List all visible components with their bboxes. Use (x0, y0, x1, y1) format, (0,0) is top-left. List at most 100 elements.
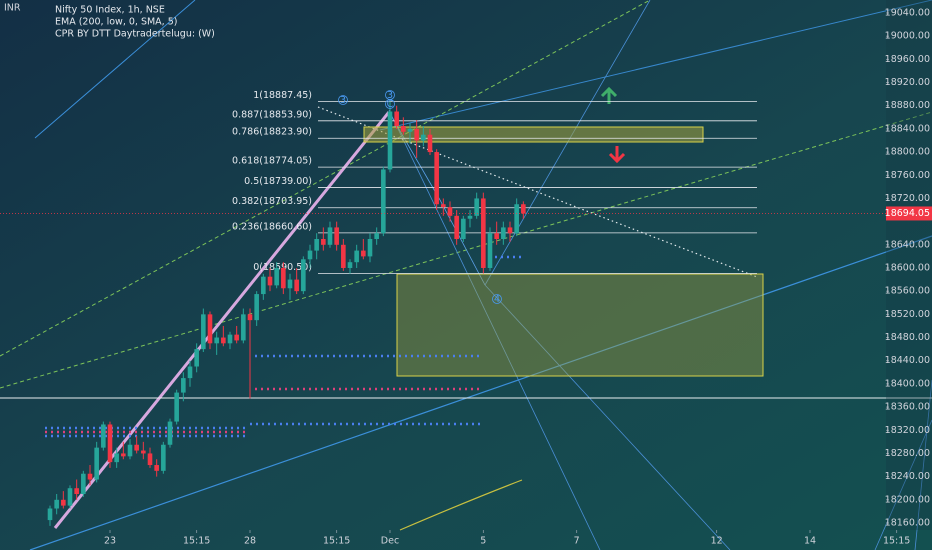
down-arrow (608, 146, 626, 164)
candle-body (341, 244, 346, 268)
candle-body (94, 447, 99, 480)
candle-body (354, 250, 359, 263)
candle-body (87, 473, 93, 480)
indicator-label: EMA (200, low, 0, SMA, 5) (55, 17, 177, 28)
candle-body (481, 198, 486, 268)
dashed-line (0, 0, 651, 357)
candle-body (114, 453, 119, 463)
candle-body (367, 239, 373, 257)
candle-body (74, 488, 79, 495)
y-tick-label: 18800.00 (885, 147, 930, 158)
y-tick-label: 18840.00 (885, 123, 930, 134)
candle-body (521, 204, 526, 214)
x-tick-label: 12 (711, 536, 723, 547)
candle-body (487, 233, 493, 268)
y-tick-label: 18960.00 (885, 54, 930, 65)
candle-body (474, 198, 479, 216)
candle-body (61, 499, 66, 506)
wave-label: 4 (494, 294, 500, 305)
zone (396, 273, 764, 377)
candle-body (394, 111, 399, 126)
candle-body (461, 218, 466, 240)
y-tick-label: 18640.00 (885, 239, 930, 250)
y-tick-label: 18400.00 (885, 378, 930, 389)
channel-line (379, 0, 932, 131)
price-badge-label: 18694.05 (885, 208, 930, 219)
y-tick-label: 18160.00 (885, 517, 930, 528)
fib-label: 0.382(18703.95) (232, 196, 312, 207)
candle-body (201, 314, 206, 350)
candle-body (441, 204, 446, 208)
candle-body (101, 424, 106, 448)
channel-line (34, 0, 196, 139)
candle-body (181, 378, 186, 393)
candle-body (134, 444, 139, 451)
x-tick-label: 28 (244, 536, 256, 547)
candle-body (307, 250, 313, 260)
candle-body (494, 233, 499, 240)
y-tick-label: 18720.00 (885, 193, 930, 204)
y-tick-label: 18280.00 (885, 448, 930, 459)
wave-badge (338, 95, 348, 105)
ray-line (484, 284, 731, 550)
candle-body (161, 444, 166, 471)
wave-badge (492, 294, 502, 304)
x-tick-label: 15:15 (883, 536, 910, 547)
candle-body (347, 262, 353, 268)
ray-line (388, 109, 601, 550)
candle-body (54, 499, 59, 509)
fib-label: 0.236(18660.60) (232, 221, 312, 232)
y-tick-label: 18440.00 (885, 355, 930, 366)
candle-body (254, 294, 259, 321)
candle-body (421, 134, 426, 141)
x-tick-label: 14 (804, 536, 816, 547)
candle-body (267, 276, 273, 286)
fib-label: 0(18590.50) (253, 262, 312, 273)
y-tick-label: 19040.00 (885, 7, 930, 18)
trend-line (317, 106, 758, 278)
candle-body (514, 204, 519, 234)
candle-body (374, 233, 379, 240)
candle-body (381, 169, 386, 234)
candle-body (321, 239, 326, 245)
indicator-label: CPR BY DTT Daytradertelugu: (W) (55, 29, 215, 40)
y-tick-label: 18520.00 (885, 309, 930, 320)
marks: 1(18887.45) 0.887(18853.90) 0.786(18823.90… (47, 90, 757, 526)
candle-body (141, 450, 146, 454)
candle-body (407, 128, 413, 132)
y-tick-label: 18920.00 (885, 77, 930, 88)
y-tick-label: 18760.00 (885, 170, 930, 181)
candle-body (167, 421, 173, 445)
candle-body (314, 239, 319, 251)
x-tick-label: Dec (381, 536, 399, 547)
axis-currency: INR (4, 3, 21, 14)
candle-body (387, 111, 393, 170)
y-tick-label: 18600.00 (885, 262, 930, 273)
y-tick-label: 18320.00 (885, 425, 930, 436)
wave-label: 3 (387, 90, 393, 101)
wave-label: 3 (340, 95, 346, 106)
candle-body (261, 276, 266, 295)
candle-body (301, 259, 306, 292)
candle-body (241, 314, 246, 341)
candle-body (294, 279, 299, 292)
fib-label: 0.618(18774.05) (232, 156, 312, 167)
candle-body (127, 444, 133, 457)
candle-body (221, 337, 226, 344)
candle-body (467, 215, 473, 219)
dashed-line (0, 111, 932, 389)
candle-body (414, 128, 419, 141)
price-axis (886, 0, 932, 530)
y-tick-label: 18360.00 (885, 402, 930, 413)
wave-label: C (387, 99, 394, 110)
candle-body (207, 314, 213, 344)
ray-line (914, 379, 932, 550)
wave-badge (385, 99, 395, 109)
candle-body (327, 227, 333, 245)
candle-body (361, 250, 366, 257)
candle-body (81, 473, 86, 495)
candle-body (247, 314, 253, 321)
